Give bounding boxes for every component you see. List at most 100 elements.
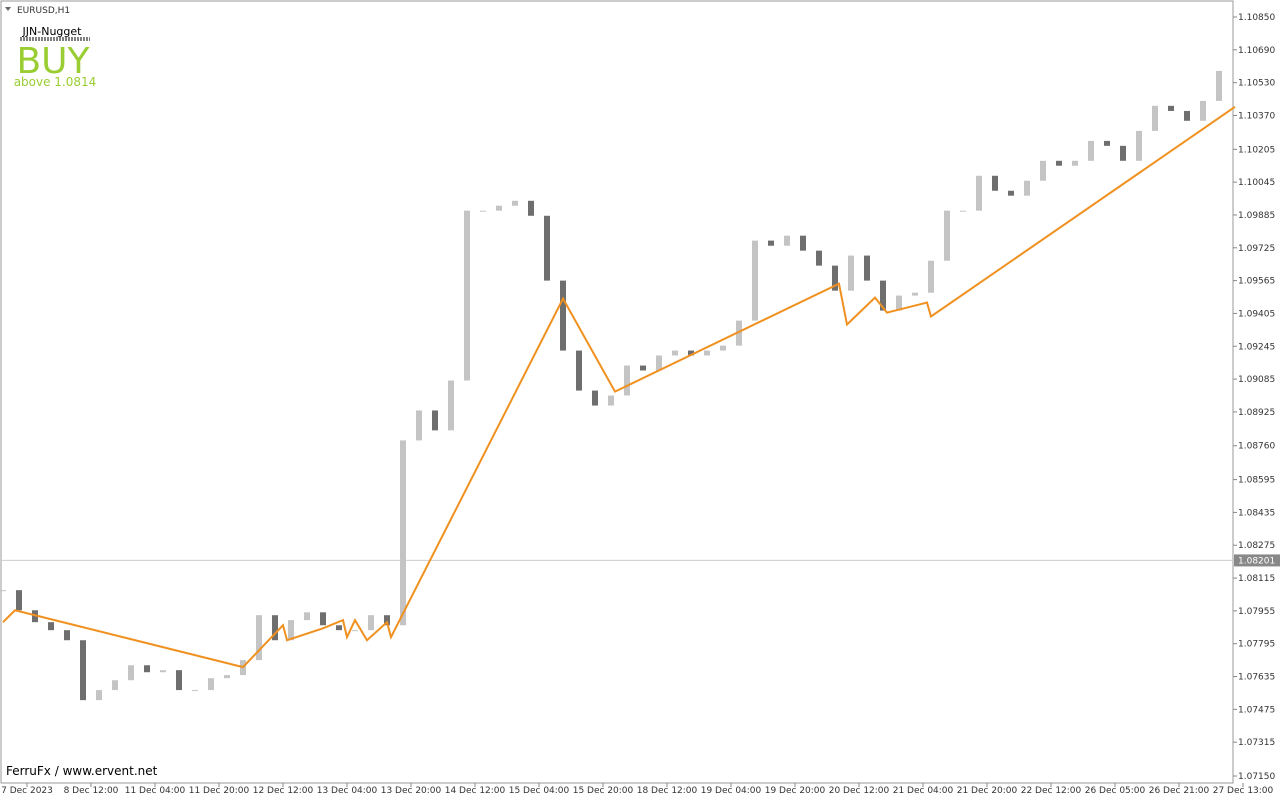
candle: [400, 440, 406, 626]
candle: [352, 630, 358, 632]
candle: [704, 350, 710, 356]
candle: [544, 215, 550, 281]
candle: [192, 690, 198, 692]
candle: [528, 200, 534, 216]
y-tick-label: 1.10205: [1238, 145, 1275, 155]
candle: [448, 380, 454, 431]
candle: [432, 410, 438, 431]
y-tick-label: 1.08760: [1238, 442, 1275, 452]
candle: [112, 680, 118, 691]
x-tick-label: 13 Dec 20:00: [381, 786, 442, 796]
current-price-label: 1.08201: [1238, 556, 1275, 566]
y-tick-label: 1.09565: [1238, 277, 1275, 287]
y-tick-label: 1.09245: [1238, 342, 1275, 352]
candle: [304, 612, 310, 621]
candle: [1024, 180, 1030, 196]
candle: [832, 265, 838, 291]
candle: [912, 292, 918, 296]
candle: [672, 350, 678, 356]
candle: [992, 175, 998, 191]
candle: [208, 678, 214, 691]
candle: [1056, 160, 1062, 166]
candle: [1120, 145, 1126, 161]
candle: [1040, 160, 1046, 181]
y-tick-label: 1.07315: [1238, 738, 1275, 748]
y-tick-label: 1.08115: [1238, 574, 1275, 584]
x-tick-label: 8 Dec 12:00: [64, 786, 119, 796]
signal: BUY: [16, 41, 90, 82]
candle: [224, 675, 230, 679]
indicator-name: JJN-Nugget: [22, 25, 83, 38]
signal-note: above 1.0814: [14, 75, 97, 89]
x-tick-label: 11 Dec 20:00: [189, 786, 250, 796]
candle: [464, 210, 470, 381]
candle: [96, 690, 102, 701]
candle: [1104, 140, 1110, 146]
y-tick-label: 1.08925: [1238, 408, 1275, 418]
y-tick-label: 1.10530: [1238, 79, 1275, 89]
x-tick-label: 19 Dec 20:00: [765, 786, 826, 796]
x-tick-label: 21 Dec 04:00: [893, 786, 954, 796]
candle: [1136, 130, 1142, 161]
candle: [768, 240, 774, 246]
x-tick-label: 15 Dec 04:00: [509, 786, 570, 796]
x-tick-label: 12 Dec 12:00: [253, 786, 314, 796]
candle: [800, 235, 806, 251]
x-tick-label: 7 Dec 2023: [1, 786, 53, 796]
y-tick-label: 1.07150: [1238, 772, 1275, 782]
candle: [16, 590, 22, 611]
candle: [160, 670, 166, 673]
candle: [848, 255, 854, 291]
x-tick-label: 26 Dec 21:00: [1149, 786, 1210, 796]
candle: [928, 260, 934, 293]
y-tick-label: 1.09405: [1238, 309, 1275, 319]
y-tick-label: 1.07955: [1238, 607, 1275, 617]
candle: [864, 255, 870, 281]
candle: [128, 665, 134, 681]
y-tick-label: 1.09885: [1238, 211, 1275, 221]
candle: [0, 590, 6, 592]
x-tick-label: 19 Dec 04:00: [701, 786, 762, 796]
x-tick-label: 21 Dec 20:00: [957, 786, 1018, 796]
candle: [752, 240, 758, 321]
candle: [496, 205, 502, 211]
x-tick-label: 15 Dec 20:00: [573, 786, 634, 796]
candle: [176, 670, 182, 691]
x-tick-label: 22 Dec 12:00: [1021, 786, 1082, 796]
candle: [1072, 160, 1078, 166]
y-tick-label: 1.10690: [1238, 46, 1275, 56]
candle: [688, 350, 694, 356]
y-tick-label: 1.08275: [1238, 541, 1275, 551]
candle: [1152, 105, 1158, 131]
candle: [336, 625, 342, 631]
x-tick-label: 13 Dec 04:00: [317, 786, 378, 796]
symbol-label: EURUSD,H1: [17, 6, 70, 16]
candle: [272, 615, 278, 641]
x-tick-label: 11 Dec 04:00: [125, 786, 186, 796]
y-tick-label: 1.08595: [1238, 476, 1275, 486]
candle: [576, 350, 582, 391]
candle: [608, 395, 614, 406]
candle: [416, 410, 422, 441]
candle: [288, 620, 294, 641]
y-tick-label: 1.09085: [1238, 375, 1275, 385]
candle: [320, 612, 326, 626]
candle: [592, 390, 598, 406]
y-tick-label: 1.10045: [1238, 178, 1275, 188]
candle: [656, 355, 662, 371]
candle: [144, 665, 150, 673]
zigzag-line: [2, 106, 1236, 669]
candle: [1216, 70, 1222, 101]
x-tick-label: 14 Dec 12:00: [445, 786, 506, 796]
candle: [1088, 140, 1094, 161]
candle: [816, 250, 822, 266]
candle: [480, 210, 486, 212]
candle: [720, 345, 726, 351]
x-tick-label: 27 Dec 13:00: [1213, 786, 1274, 796]
footer: FerruFx / www.ervent.net: [6, 764, 158, 778]
candle: [896, 295, 902, 311]
candle: [1184, 110, 1190, 121]
x-tick-label: 18 Dec 12:00: [637, 786, 698, 796]
